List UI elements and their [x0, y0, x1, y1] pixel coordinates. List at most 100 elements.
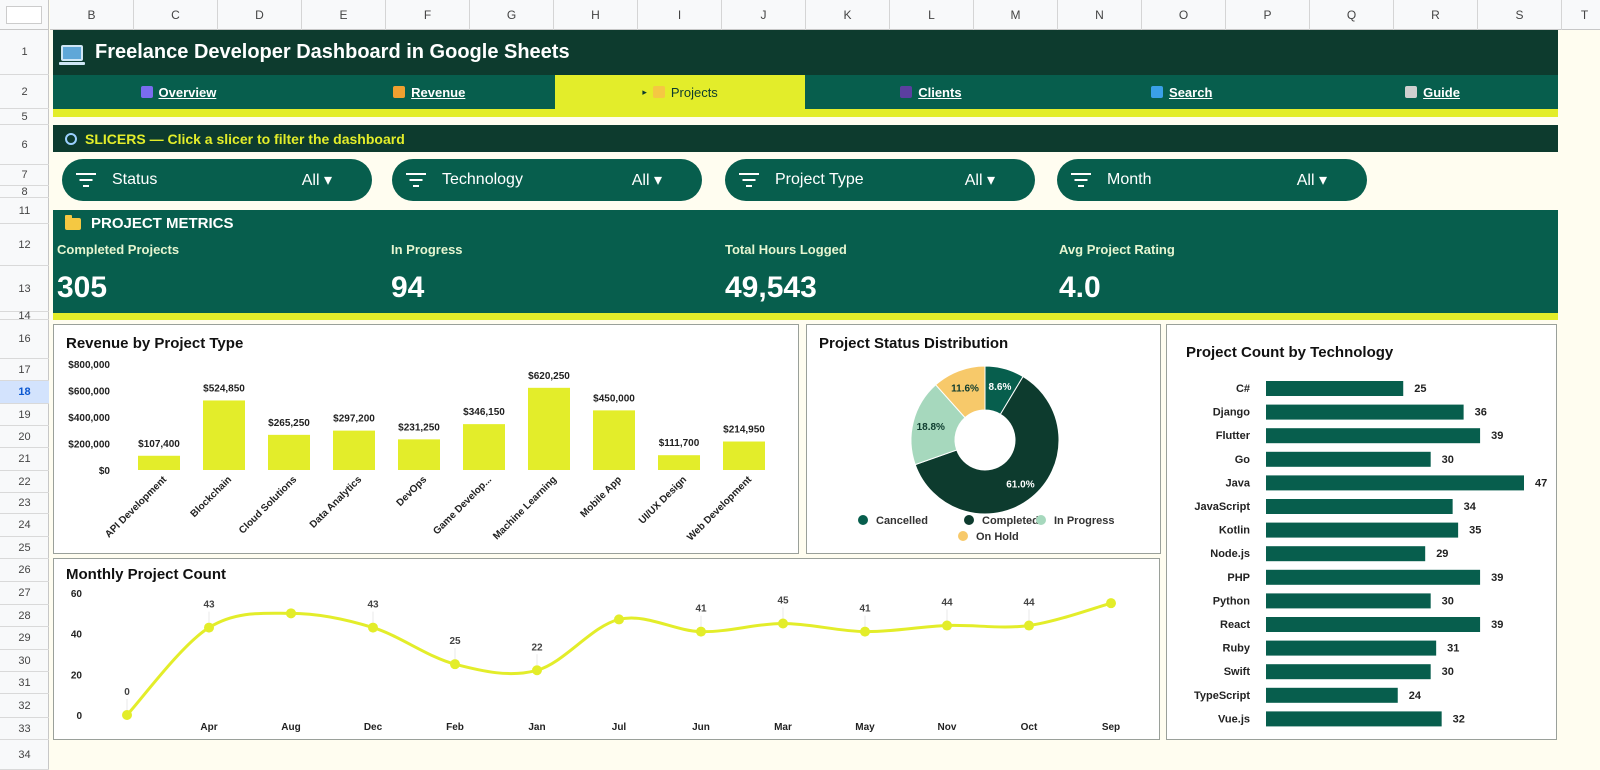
data-point[interactable] [778, 618, 788, 629]
column-header[interactable]: S [1478, 0, 1562, 30]
row-header[interactable]: 33 [0, 718, 49, 740]
bar[interactable] [398, 439, 440, 470]
row-header[interactable]: 17 [0, 359, 49, 381]
bar[interactable] [1266, 428, 1481, 444]
column-header[interactable]: L [890, 0, 974, 30]
column-header[interactable]: F [386, 0, 470, 30]
tab-guide[interactable]: Guide [1307, 75, 1558, 109]
slicer-month[interactable]: Month All ▾ [1057, 159, 1367, 201]
row-header[interactable]: 34 [0, 740, 49, 770]
row-header[interactable]: 12 [0, 224, 49, 266]
row-header[interactable]: 25 [0, 537, 49, 559]
tab-revenue[interactable]: Revenue [304, 75, 555, 109]
row-header[interactable]: 5 [0, 109, 49, 125]
data-point[interactable] [286, 608, 296, 619]
column-header[interactable]: B [50, 0, 134, 30]
tab-overview[interactable]: Overview [53, 75, 304, 109]
tab-search[interactable]: Search [1056, 75, 1307, 109]
row-header[interactable]: 18 [0, 381, 49, 404]
bar[interactable] [1266, 664, 1431, 680]
column-header[interactable]: H [554, 0, 638, 30]
slicer-value[interactable]: All ▾ [631, 172, 662, 189]
bar[interactable] [1266, 475, 1524, 491]
tab-clients[interactable]: Clients [805, 75, 1056, 109]
bar[interactable] [1266, 404, 1464, 420]
column-header[interactable]: Q [1310, 0, 1394, 30]
row-header[interactable]: 19 [0, 404, 49, 426]
slicer-value[interactable]: All ▾ [1296, 172, 1327, 189]
bar[interactable] [658, 455, 700, 470]
data-point[interactable] [696, 626, 706, 637]
pie-slice[interactable] [910, 384, 966, 466]
bar[interactable] [1266, 499, 1453, 514]
slicer-status[interactable]: Status All ▾ [62, 159, 372, 201]
monthly-project-count-chart[interactable]: Monthly Project Count 0 20 40 60 0 43 Apr Aug 43… [53, 558, 1160, 740]
row-header[interactable]: 24 [0, 514, 49, 537]
revenue-by-project-type-chart[interactable]: Revenue by Project Type $0 $200,000 $400,0… [53, 324, 799, 554]
row-header[interactable]: 8 [0, 186, 49, 198]
bar[interactable] [333, 430, 375, 470]
bar[interactable] [1266, 546, 1426, 562]
row-header[interactable]: 16 [0, 320, 49, 359]
row-header[interactable]: 22 [0, 471, 49, 493]
row-header[interactable]: 32 [0, 694, 49, 718]
pie-slice[interactable] [914, 375, 1060, 515]
column-header[interactable]: K [806, 0, 890, 30]
column-header[interactable]: M [974, 0, 1058, 30]
row-header[interactable]: 7 [0, 165, 49, 186]
bar[interactable] [593, 410, 635, 470]
column-header[interactable]: O [1142, 0, 1226, 30]
data-point[interactable] [1024, 620, 1034, 631]
row-header[interactable]: 21 [0, 448, 49, 471]
row-header[interactable]: 26 [0, 559, 49, 582]
slicer-value[interactable]: All ▾ [964, 172, 995, 189]
pie-slice[interactable] [935, 365, 986, 419]
column-header[interactable]: C [134, 0, 218, 30]
column-header[interactable]: P [1226, 0, 1310, 30]
data-point[interactable] [532, 665, 542, 676]
data-point[interactable] [204, 622, 214, 633]
data-point[interactable] [450, 659, 460, 670]
row-header[interactable]: 14 [0, 310, 49, 322]
bar[interactable] [528, 387, 570, 470]
row-header[interactable]: 27 [0, 582, 49, 605]
column-header[interactable]: R [1394, 0, 1478, 30]
row-header[interactable]: 1 [0, 30, 49, 75]
tab-projects[interactable]: ▸ Projects [554, 75, 806, 109]
row-header[interactable]: 13 [0, 266, 49, 312]
column-header[interactable]: N [1058, 0, 1142, 30]
bar[interactable] [723, 441, 765, 470]
column-header[interactable]: E [302, 0, 386, 30]
select-all-corner[interactable] [0, 0, 49, 30]
bar[interactable] [268, 434, 310, 470]
data-point[interactable] [368, 622, 378, 633]
row-header[interactable]: 6 [0, 125, 49, 165]
bar[interactable] [138, 455, 180, 470]
data-point[interactable] [122, 710, 132, 720]
slicer-technology[interactable]: Technology All ▾ [392, 159, 702, 201]
bar[interactable] [1266, 687, 1398, 703]
project-count-by-technology-chart[interactable]: Project Count by Technology C# 25 Django 36… [1166, 324, 1557, 740]
data-point[interactable] [942, 620, 952, 631]
row-header[interactable]: 31 [0, 672, 49, 694]
column-header[interactable]: J [722, 0, 806, 30]
bar[interactable] [203, 400, 245, 470]
bar[interactable] [1266, 617, 1481, 632]
bar[interactable] [1266, 381, 1404, 396]
column-header[interactable]: T [1562, 0, 1600, 30]
row-header[interactable]: 23 [0, 493, 49, 514]
slicer-project-type[interactable]: Project Type All ▾ [725, 159, 1035, 201]
row-header[interactable]: 28 [0, 605, 49, 627]
data-point[interactable] [1106, 598, 1116, 609]
bar[interactable] [1266, 522, 1459, 538]
row-header[interactable]: 20 [0, 426, 49, 448]
column-header[interactable]: G [470, 0, 554, 30]
row-header[interactable]: 2 [0, 75, 49, 109]
data-point[interactable] [860, 626, 870, 637]
column-header[interactable]: D [218, 0, 302, 30]
data-point[interactable] [614, 614, 624, 625]
row-header[interactable]: 29 [0, 627, 49, 650]
bar[interactable] [463, 424, 505, 470]
project-status-distribution-chart[interactable]: Project Status Distribution 8.6% 61.0% 18.… [806, 324, 1161, 554]
bar[interactable] [1266, 640, 1437, 656]
